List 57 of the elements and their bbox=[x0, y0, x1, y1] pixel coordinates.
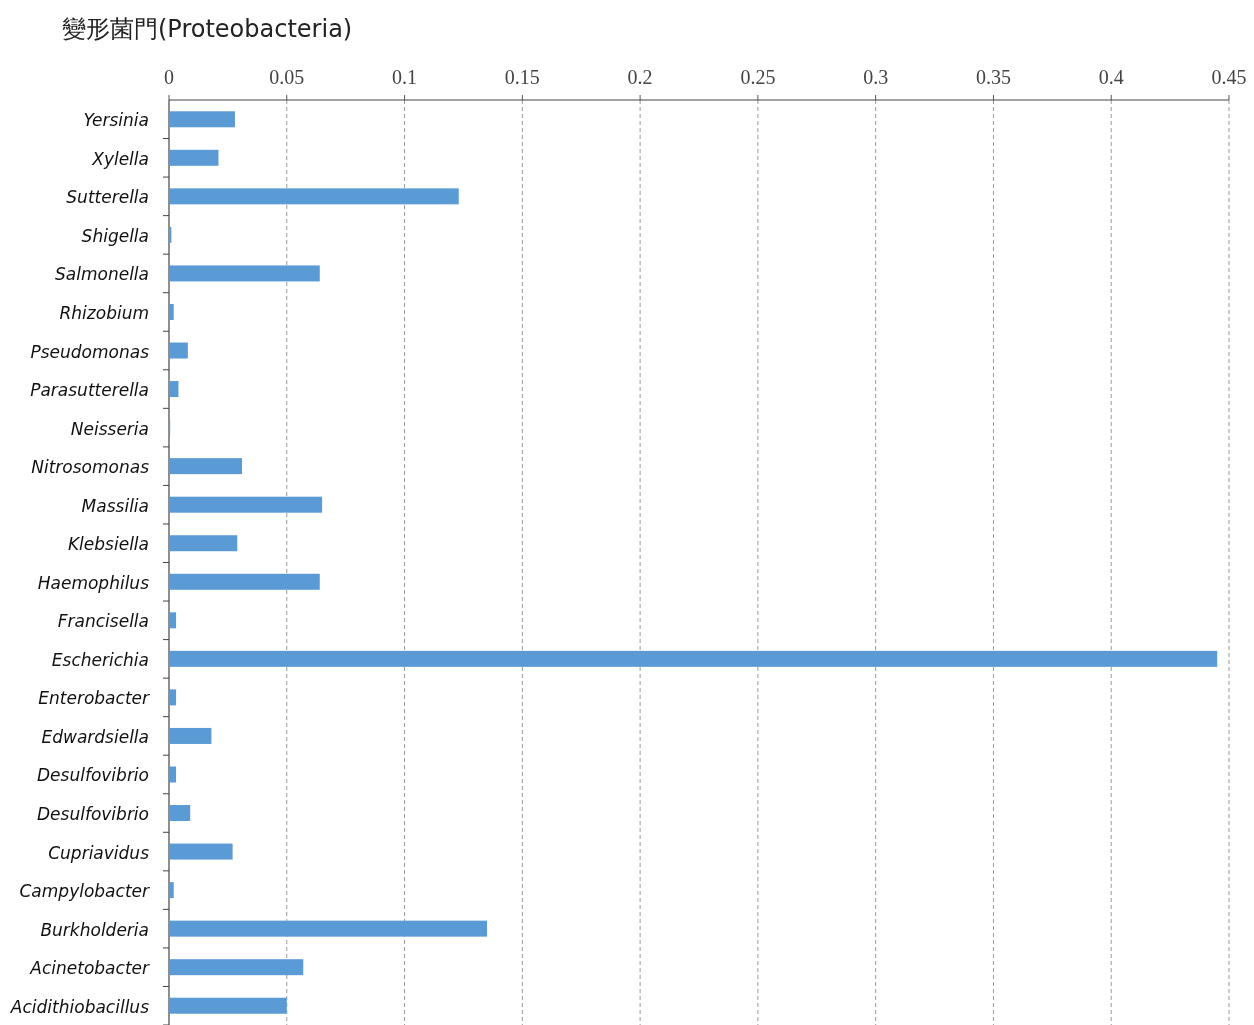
bar bbox=[169, 959, 304, 976]
y-tick-label: Acidithiobacillus bbox=[9, 996, 150, 1017]
y-tick-label: Pseudomonas bbox=[30, 341, 150, 362]
bar bbox=[169, 535, 238, 552]
bar bbox=[169, 882, 174, 899]
x-tick-label: 0.3 bbox=[863, 66, 889, 88]
x-tick-label: 0.05 bbox=[269, 66, 305, 88]
chart-title: 變形菌門(Proteobacteria) bbox=[62, 15, 353, 43]
y-tick-label: Rhizobium bbox=[59, 302, 149, 323]
bar bbox=[169, 496, 323, 513]
x-tick-label: 0.25 bbox=[740, 66, 776, 88]
bar bbox=[169, 997, 287, 1014]
y-tick-label: Burkholderia bbox=[40, 919, 149, 940]
bar bbox=[169, 805, 191, 822]
y-tick-label: Desulfovibrio bbox=[37, 765, 149, 786]
y-tick-label: Salmonella bbox=[55, 264, 149, 285]
x-tick-label: 0 bbox=[164, 66, 174, 88]
bar bbox=[169, 689, 177, 706]
y-tick-label: Sutterella bbox=[66, 187, 149, 208]
y-tick-label: Xylella bbox=[91, 148, 149, 169]
x-tick-label: 0.45 bbox=[1211, 66, 1247, 88]
y-tick-label: Massilia bbox=[81, 495, 149, 516]
x-tick-label: 0.2 bbox=[627, 66, 653, 88]
y-tick-label: Acinetobacter bbox=[29, 958, 151, 979]
bar bbox=[169, 149, 219, 166]
y-tick-label: Yersinia bbox=[83, 110, 149, 131]
bar bbox=[169, 111, 235, 128]
y-tick-label: Cupriavidus bbox=[48, 842, 150, 863]
bar bbox=[169, 458, 243, 475]
x-tick-label: 0.15 bbox=[504, 66, 540, 88]
y-tick-label: Edwardsiella bbox=[41, 726, 149, 747]
x-tick-label: 0.1 bbox=[392, 66, 418, 88]
y-tick-label: Haemophilus bbox=[37, 572, 150, 593]
y-tick-label: Escherichia bbox=[51, 649, 149, 670]
bar bbox=[169, 843, 233, 860]
y-tick-label: Shigella bbox=[81, 225, 149, 246]
y-tick-label: Klebsiella bbox=[67, 534, 149, 555]
y-tick-label: Parasutterella bbox=[30, 380, 149, 401]
y-tick-label: Francisella bbox=[57, 611, 149, 632]
y-tick-label: Enterobacter bbox=[38, 688, 151, 709]
bar bbox=[169, 920, 487, 937]
bar bbox=[169, 727, 212, 744]
bar bbox=[169, 265, 320, 282]
bar bbox=[169, 650, 1218, 667]
bar bbox=[169, 303, 174, 320]
bar bbox=[169, 612, 177, 629]
x-tick-label: 0.4 bbox=[1098, 66, 1124, 88]
y-tick-label: Desulfovibrio bbox=[37, 804, 149, 825]
y-tick-label: Nitrosomonas bbox=[31, 457, 150, 478]
bar bbox=[169, 573, 320, 590]
x-tick-label: 0.35 bbox=[975, 66, 1011, 88]
bar bbox=[169, 342, 188, 359]
y-tick-label: Neisseria bbox=[70, 418, 149, 439]
y-tick-label: Campylobacter bbox=[19, 881, 150, 902]
bar bbox=[169, 188, 459, 205]
bar bbox=[169, 381, 179, 398]
bar bbox=[169, 766, 177, 783]
